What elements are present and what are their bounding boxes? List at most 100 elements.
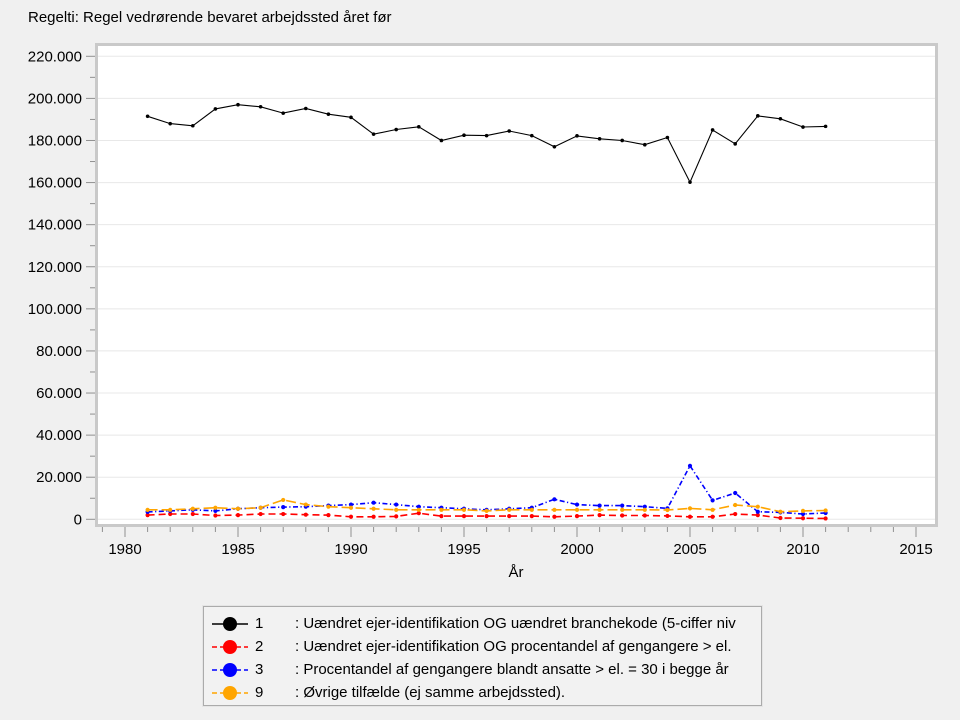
- series-3-point: [394, 502, 399, 507]
- series-2-point: [507, 514, 512, 519]
- legend-row: 1 : Uændret ejer-identifikation OG uændre…: [211, 612, 761, 635]
- series-9-point: [800, 508, 806, 513]
- series-1-point: [191, 123, 195, 128]
- legend-line-marker-icon: [212, 685, 248, 700]
- series-9-point: [326, 504, 331, 509]
- series-9-point: [348, 505, 354, 510]
- series-9-point: [620, 507, 625, 512]
- series-2-point: [235, 512, 241, 518]
- series-1-point: [213, 107, 218, 111]
- legend: 1 : Uændret ejer-identifikation OG uændre…: [202, 605, 763, 707]
- series-9-point: [552, 507, 557, 512]
- series-2-point: [552, 514, 557, 519]
- series-1-point: [304, 106, 308, 111]
- series-9-point: [574, 507, 580, 512]
- x-tick-label: 2005: [673, 541, 706, 558]
- series-1-point: [665, 135, 670, 140]
- series-9-point: [529, 507, 534, 512]
- legend-series-description: : Uændret ejer-identifikation OG uændret…: [295, 615, 736, 632]
- series-1-point: [168, 121, 172, 126]
- legend-series-label: 9: [255, 684, 264, 701]
- series-1-point: [145, 114, 150, 119]
- series-1-point: [688, 180, 692, 184]
- chart-title: Regelti: Regel vedrørende bevaret arbejd…: [28, 9, 392, 26]
- series-1-point: [507, 129, 512, 133]
- legend-line-marker-icon: [212, 616, 248, 631]
- series-2-point: [687, 514, 693, 519]
- series-3-point: [552, 497, 557, 502]
- legend-line-marker-icon: [212, 639, 248, 654]
- series-1-point: [643, 142, 647, 147]
- series-2-point: [303, 512, 308, 517]
- legend-row: 3 : Procentandel af gengangere blandt ans…: [211, 658, 761, 681]
- series-2-point: [800, 516, 806, 521]
- legend-series-description: : Uændret ejer-identifikation OG procent…: [295, 638, 732, 655]
- series-3-point: [710, 498, 715, 503]
- series-3-point: [800, 511, 806, 517]
- series-1-point: [620, 138, 624, 143]
- series-1-point: [530, 133, 534, 138]
- series-3-point: [642, 504, 647, 509]
- legend-series-description: : Procentandel af gengangere blandt ansa…: [295, 661, 729, 678]
- series-2-point: [642, 513, 647, 518]
- y-tick-label: 220.000: [28, 48, 82, 65]
- series-9-point: [733, 502, 738, 508]
- series-1-point: [394, 127, 399, 132]
- series-2-point: [348, 514, 354, 519]
- series-9-point: [371, 506, 376, 511]
- series-2-point: [416, 511, 421, 516]
- x-tick-label: 1990: [334, 541, 367, 558]
- series-3-point: [620, 503, 625, 508]
- series-1-point: [281, 111, 286, 115]
- x-tick-label: 1995: [447, 541, 480, 558]
- series-2-point: [597, 512, 602, 518]
- series-1-point: [823, 124, 828, 129]
- series-9-point: [597, 507, 602, 512]
- y-tick-label: 120.000: [28, 259, 82, 276]
- series-3-point: [371, 500, 376, 505]
- y-tick-label: 20.000: [36, 469, 82, 486]
- plot-frame: [95, 43, 938, 527]
- x-tick-label: 2000: [560, 541, 593, 558]
- series-9-point: [461, 507, 467, 512]
- series-9-point: [710, 507, 715, 512]
- y-tick-label: 60.000: [36, 385, 82, 402]
- series-2-point: [281, 511, 286, 517]
- legend-series-description: : Øvrige tilfælde (ej samme arbejdssted)…: [295, 684, 566, 701]
- legend-series-label: 1: [255, 615, 264, 632]
- legend-series-label: 3: [255, 661, 264, 678]
- series-2-point: [710, 514, 715, 519]
- series-1-point: [552, 144, 557, 149]
- legend-row: 9 : Øvrige tilfælde (ej samme arbejdssted…: [211, 681, 761, 704]
- legend-series-label: 2: [255, 638, 264, 655]
- y-tick-label: 200.000: [28, 90, 82, 107]
- series-2-point: [258, 511, 263, 517]
- series-3-point: [733, 490, 738, 496]
- series-1-point: [733, 142, 737, 146]
- series-1-point: [484, 133, 489, 138]
- series-2-point: [620, 513, 625, 518]
- y-tick-label: 0: [74, 511, 82, 528]
- series-2-point: [371, 514, 376, 519]
- series-9-point: [258, 505, 263, 510]
- series-2-point: [574, 514, 580, 519]
- series-9-point: [778, 509, 783, 514]
- series-9-point: [439, 507, 444, 512]
- x-tick-label: 1980: [108, 541, 141, 558]
- series-3-point: [281, 504, 286, 510]
- series-9-point: [665, 507, 670, 513]
- series-9-point: [687, 506, 693, 511]
- series-1-point: [349, 115, 353, 120]
- series-3-point: [574, 502, 580, 507]
- series-9-point: [416, 507, 421, 512]
- y-tick-label: 140.000: [28, 217, 82, 234]
- series-2-point: [326, 512, 331, 518]
- y-tick-label: 180.000: [28, 132, 82, 149]
- series-2-point: [213, 513, 218, 518]
- legend-line-marker-icon: [212, 662, 248, 677]
- series-9-point: [394, 507, 399, 512]
- x-axis-title: År: [508, 564, 524, 581]
- x-tick-label: 2015: [899, 541, 932, 558]
- series-3-point: [348, 502, 354, 507]
